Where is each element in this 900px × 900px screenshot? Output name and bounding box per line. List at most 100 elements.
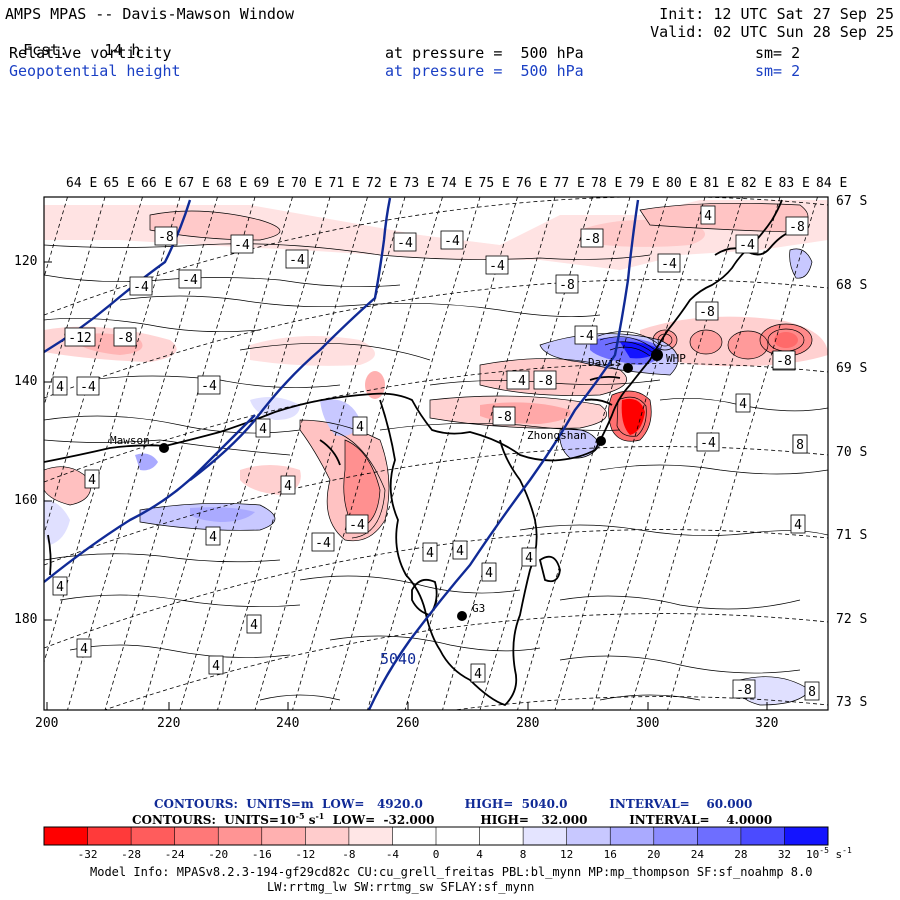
right-lat-label: 67 S bbox=[836, 194, 868, 209]
svg-text:4: 4 bbox=[56, 580, 64, 595]
davis-label: Davis bbox=[588, 356, 621, 369]
vorticity-contours bbox=[44, 202, 828, 706]
svg-text:4: 4 bbox=[794, 518, 802, 533]
svg-text:4: 4 bbox=[88, 473, 96, 488]
colorbar-tick-label: 8 bbox=[520, 848, 527, 861]
vorticity-labels: -8 -4 -4 -4 -4 -4 -8 -4 -4 -8 -4 -8 -4 -12 -8 -8 4 -4 -4 -8… bbox=[52, 205, 820, 701]
davis-marker[interactable] bbox=[623, 363, 633, 373]
model-info-line1: Model Info: MPASv8.2.3-194-gf29cd82c CU:… bbox=[90, 865, 813, 879]
colorbar-swatch bbox=[131, 827, 175, 845]
svg-text:-4: -4 bbox=[578, 329, 594, 344]
contour-label: 4 bbox=[246, 614, 262, 634]
right-lat-label: 70 S bbox=[836, 445, 868, 460]
svg-text:-4: -4 bbox=[661, 257, 677, 272]
contour-label: 4 bbox=[280, 475, 296, 495]
svg-text:-8: -8 bbox=[559, 278, 575, 293]
svg-text:-12: -12 bbox=[68, 331, 91, 346]
colorbar-tick-label: -28 bbox=[121, 848, 141, 861]
top-lon-label: 64 E bbox=[66, 176, 98, 191]
colorbar-swatch bbox=[174, 827, 219, 845]
contour-label: -4 bbox=[696, 432, 720, 452]
contour-label: 4 bbox=[205, 526, 221, 546]
colorbar-tick-label: 24 bbox=[691, 848, 705, 861]
svg-text:-4: -4 bbox=[182, 273, 198, 288]
svg-text:4: 4 bbox=[80, 642, 88, 657]
colorbar-units: 10-5 s-1 bbox=[806, 846, 852, 861]
field1-sm: sm= 2 bbox=[755, 44, 801, 62]
top-lon-label: 71 E bbox=[328, 176, 360, 191]
colorbar-swatch bbox=[44, 827, 88, 845]
svg-text:-8: -8 bbox=[776, 354, 792, 369]
x-tick-label: 220 bbox=[157, 716, 181, 731]
x-tick-label: 320 bbox=[755, 716, 779, 731]
svg-text:4: 4 bbox=[56, 380, 64, 395]
colorbar-swatch bbox=[479, 827, 524, 845]
svg-text:-4: -4 bbox=[739, 238, 755, 253]
svg-text:-8: -8 bbox=[158, 230, 174, 245]
contour-label: -4 bbox=[178, 269, 202, 289]
contour-label: -4 bbox=[440, 230, 464, 250]
contour-label: -4 bbox=[735, 234, 759, 254]
g3-marker[interactable] bbox=[457, 611, 467, 621]
svg-text:8: 8 bbox=[808, 685, 816, 700]
top-lon-label: 79 E bbox=[628, 176, 660, 191]
svg-text:4: 4 bbox=[209, 530, 217, 545]
mawson-label: Mawson bbox=[110, 434, 150, 447]
colorbar-swatch bbox=[87, 827, 132, 845]
contour-label: 4 bbox=[422, 542, 438, 562]
zhongshan-label: Zhongshan bbox=[527, 429, 587, 442]
contour-label: -4 bbox=[345, 514, 369, 534]
svg-text:-4: -4 bbox=[315, 536, 331, 551]
whp-marker[interactable] bbox=[651, 349, 663, 361]
contour-label: -4 bbox=[76, 376, 100, 396]
top-lon-label: 82 E bbox=[741, 176, 773, 191]
svg-text:4: 4 bbox=[456, 544, 464, 559]
field1-name: Relative vorticity bbox=[9, 44, 172, 62]
svg-text:4: 4 bbox=[485, 566, 493, 581]
whp-label: WHP bbox=[666, 352, 686, 365]
contour-label: 4 bbox=[790, 514, 806, 534]
svg-text:-4: -4 bbox=[234, 238, 250, 253]
contour-label: 4 bbox=[52, 576, 68, 596]
contour-label: -4 bbox=[129, 276, 153, 296]
top-lon-label: 81 E bbox=[703, 176, 735, 191]
vorticity-contour-legend: CONTOURS: UNITS=10-5 s-1 LOW= -32.000 HI… bbox=[132, 811, 772, 827]
contour-label: -4 bbox=[285, 249, 309, 269]
colorbar-swatch bbox=[392, 827, 436, 845]
contour-label: -4 bbox=[311, 532, 335, 552]
svg-text:4: 4 bbox=[356, 420, 364, 435]
zhongshan-marker[interactable] bbox=[596, 436, 606, 446]
svg-text:-4: -4 bbox=[133, 280, 149, 295]
colorbar-swatch bbox=[523, 827, 567, 845]
x-tick-label: 280 bbox=[516, 716, 540, 731]
top-lon-label: 76 E bbox=[516, 176, 548, 191]
top-lon-label: 75 E bbox=[478, 176, 510, 191]
svg-text:8: 8 bbox=[796, 438, 804, 453]
y-tick-label: 160 bbox=[14, 493, 38, 508]
colorbar-tick-label: -12 bbox=[295, 848, 315, 861]
contour-label: -4 bbox=[506, 370, 530, 390]
g3-label: G3 bbox=[472, 602, 485, 615]
mawson-marker[interactable] bbox=[159, 443, 169, 453]
contour-label: -4 bbox=[485, 255, 509, 275]
colorbar-tick-label: -8 bbox=[342, 848, 355, 861]
colorbar-tick-label: -20 bbox=[208, 848, 228, 861]
contour-label: -12 bbox=[64, 327, 96, 347]
svg-text:-8: -8 bbox=[736, 683, 752, 698]
svg-text:-8: -8 bbox=[117, 331, 133, 346]
vort-legend-a: CONTOURS: UNITS=10 bbox=[132, 813, 296, 827]
colorbar-tick-label: 12 bbox=[560, 848, 573, 861]
contour-label: 4 bbox=[481, 562, 497, 582]
svg-text:-4: -4 bbox=[349, 518, 365, 533]
contour-label: -4 bbox=[393, 232, 417, 252]
svg-text:-8: -8 bbox=[537, 374, 553, 389]
colorbar-swatch bbox=[784, 827, 828, 845]
fcst-value: 14 h bbox=[104, 41, 141, 59]
svg-text:-4: -4 bbox=[289, 253, 305, 268]
colorbar-tick-label: 20 bbox=[647, 848, 660, 861]
contour-label: 4 bbox=[84, 469, 100, 489]
svg-text:-4: -4 bbox=[700, 436, 716, 451]
colorbar-swatch bbox=[305, 827, 349, 845]
svg-text:-8: -8 bbox=[789, 220, 805, 235]
